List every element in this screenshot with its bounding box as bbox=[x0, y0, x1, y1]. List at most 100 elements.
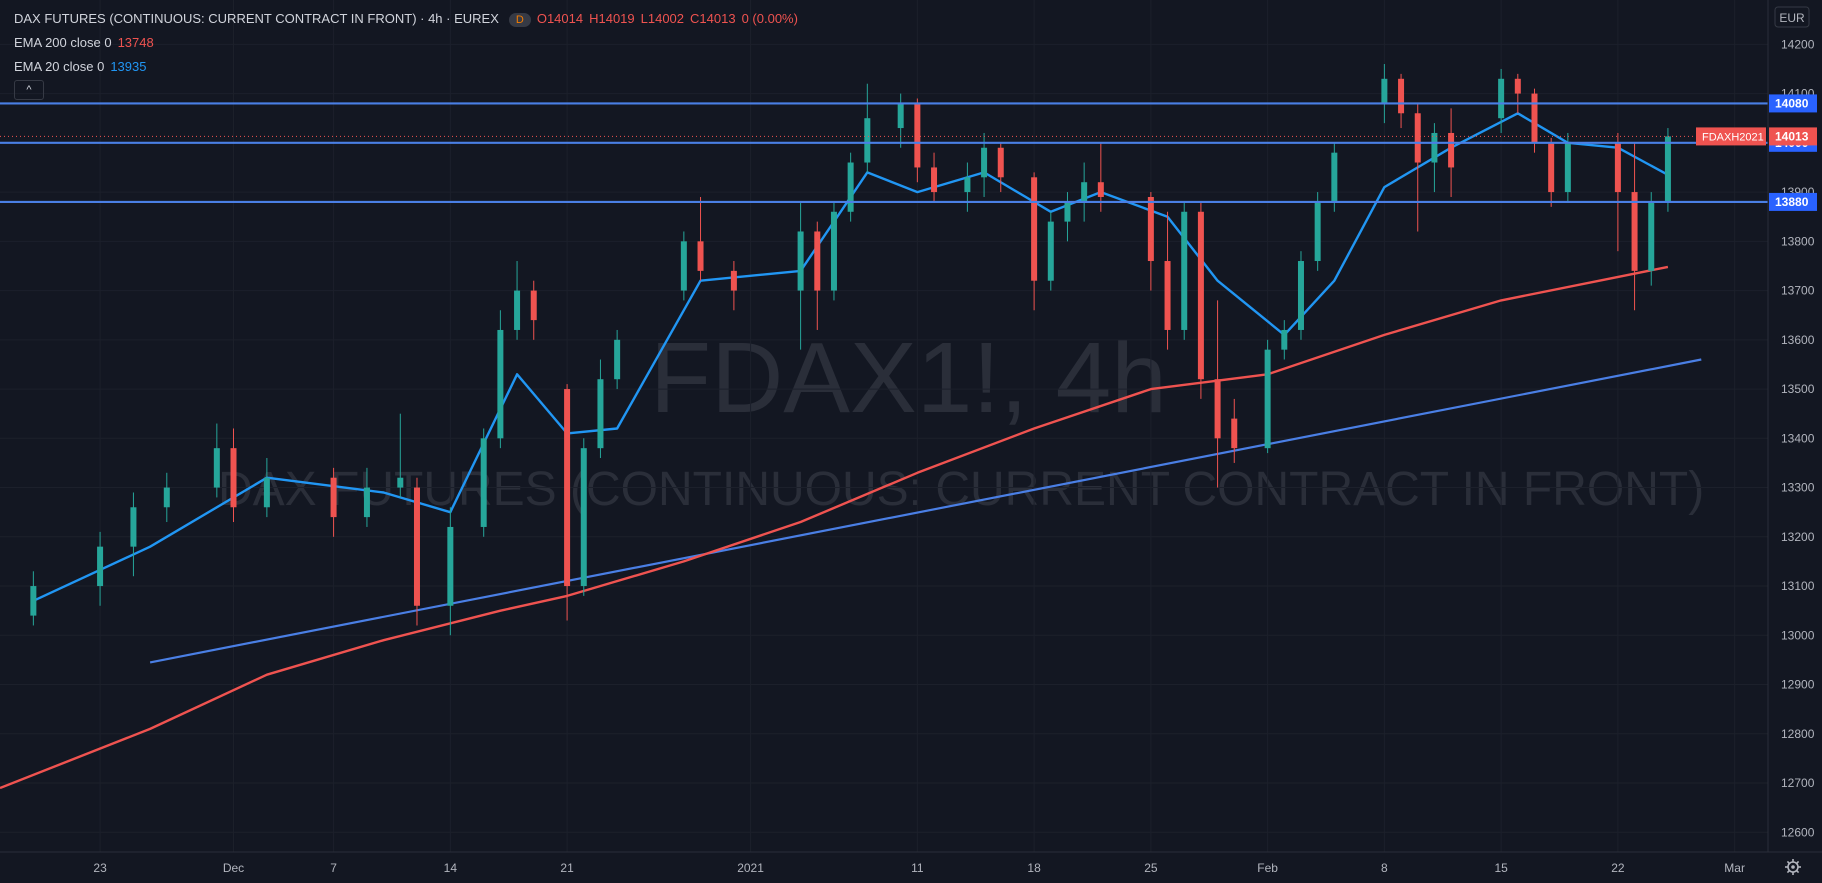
candle-body bbox=[1548, 142, 1555, 193]
price-tick-label: 13500 bbox=[1781, 382, 1815, 396]
price-tick-label: 13800 bbox=[1781, 234, 1815, 248]
candle-body bbox=[363, 487, 370, 518]
time-tick-label: Dec bbox=[223, 861, 244, 875]
ema20-value: 13935 bbox=[110, 59, 147, 74]
level-price-text: 13880 bbox=[1775, 195, 1809, 209]
time-tick-label: 23 bbox=[93, 861, 107, 875]
candle-body bbox=[413, 487, 420, 606]
gear-icon[interactable] bbox=[1785, 859, 1801, 875]
candle-body bbox=[1314, 201, 1321, 262]
candle-body bbox=[1414, 113, 1421, 163]
open-value: O14014 bbox=[536, 11, 584, 26]
level-price-tag bbox=[1769, 94, 1817, 113]
price-tick-label: 12600 bbox=[1781, 825, 1815, 839]
delayed-badge[interactable]: D bbox=[508, 13, 531, 27]
horizontal-levels-layer[interactable] bbox=[0, 102, 1768, 204]
candle-body bbox=[1047, 221, 1054, 281]
ema200-legend[interactable]: EMA 200 close 0 13748 bbox=[14, 35, 160, 50]
axis-price-labels: 140801400013880FDAXH202114013 bbox=[1696, 94, 1817, 211]
candle-body bbox=[697, 241, 704, 271]
last-price-text: 14013 bbox=[1775, 129, 1809, 143]
close-value: C14013 bbox=[690, 11, 736, 26]
symbol-name-tag bbox=[1696, 127, 1766, 146]
price-tick-label: 13100 bbox=[1781, 579, 1815, 593]
candle-body bbox=[997, 147, 1004, 178]
candle-body bbox=[1097, 182, 1104, 197]
low-value: L14002 bbox=[640, 11, 685, 26]
candle-body bbox=[614, 339, 621, 380]
candle-body bbox=[1147, 196, 1154, 262]
trendline-layer[interactable] bbox=[149, 358, 1702, 664]
candle-body bbox=[1381, 78, 1388, 104]
currency-label: EUR bbox=[1779, 11, 1805, 25]
candle-body bbox=[1631, 192, 1638, 271]
time-tick-label: 8 bbox=[1381, 861, 1388, 875]
candle-body bbox=[263, 477, 270, 508]
candle-body bbox=[213, 448, 220, 488]
candle-body bbox=[497, 329, 504, 439]
price-tick-label: 13600 bbox=[1781, 333, 1815, 347]
candle-body bbox=[914, 103, 921, 168]
ema20-label: EMA 20 close 0 bbox=[14, 59, 105, 74]
candle-body bbox=[1564, 142, 1571, 193]
candle-body bbox=[1648, 201, 1655, 271]
candle-body bbox=[847, 162, 854, 212]
candle-body bbox=[397, 477, 404, 488]
candle-body bbox=[730, 270, 737, 291]
level-price-tag bbox=[1769, 192, 1817, 211]
price-tick-label: 12800 bbox=[1781, 727, 1815, 741]
grid bbox=[0, 0, 1768, 852]
level-price-text: 14080 bbox=[1775, 96, 1809, 110]
candle-body bbox=[530, 290, 537, 321]
time-tick-label: Mar bbox=[1724, 861, 1745, 875]
price-tick-label: 13300 bbox=[1781, 481, 1815, 495]
candle-body bbox=[597, 379, 604, 449]
last-price-tag bbox=[1769, 127, 1817, 146]
candle-body bbox=[163, 487, 170, 508]
candle-body bbox=[1498, 78, 1505, 119]
candle-body bbox=[1281, 329, 1288, 350]
watermark-description: DAX FUTURES (CONTINUOUS: CURRENT CONTRAC… bbox=[218, 463, 1704, 516]
time-tick-label: Feb bbox=[1257, 861, 1278, 875]
candle-body bbox=[1164, 261, 1171, 330]
candle-body bbox=[130, 507, 137, 547]
candle-body bbox=[480, 438, 487, 527]
price-axis[interactable]: 12600 12700 12800 12900 13000 13100 13200 13300… bbox=[1781, 37, 1815, 839]
time-tick-label: 25 bbox=[1144, 861, 1158, 875]
time-tick-label: 15 bbox=[1494, 861, 1508, 875]
candle-body bbox=[1064, 201, 1071, 222]
symbol-watermark: FDAX1!, 4h DAX FUTURES (CONTINUOUS: CURR… bbox=[218, 322, 1704, 516]
ema20-legend[interactable]: EMA 20 close 0 13935 bbox=[14, 59, 152, 74]
high-value: H14019 bbox=[589, 11, 635, 26]
symbol-legend[interactable]: DAX FUTURES (CONTINUOUS: CURRENT CONTRAC… bbox=[14, 11, 804, 27]
symbol-name-text: FDAXH2021 bbox=[1702, 131, 1764, 143]
time-tick-label: 18 bbox=[1027, 861, 1041, 875]
candle-body bbox=[1264, 349, 1271, 449]
candle-body bbox=[447, 526, 454, 606]
ema200-value: 13748 bbox=[117, 35, 154, 50]
candle-body bbox=[897, 103, 904, 129]
candle-body bbox=[814, 231, 821, 291]
time-tick-label: 11 bbox=[911, 861, 924, 875]
symbol-title[interactable]: DAX FUTURES (CONTINUOUS: CURRENT CONTRAC… bbox=[14, 11, 499, 26]
candle-body bbox=[330, 477, 337, 518]
price-tick-label: 14200 bbox=[1781, 37, 1815, 51]
candle-body bbox=[864, 118, 871, 163]
price-tick-label: 13200 bbox=[1781, 530, 1815, 544]
price-tick-label: 13400 bbox=[1781, 431, 1815, 445]
change-value: 0 (0.00%) bbox=[741, 11, 798, 26]
candle-body bbox=[230, 448, 237, 508]
price-tick-label: 13700 bbox=[1781, 284, 1815, 298]
time-axis[interactable]: 23 Dec 7 14 21 2021 11 18 25 Feb 8 15 22 Mar bbox=[93, 861, 1745, 875]
watermark-symbol: FDAX1!, 4h bbox=[650, 322, 1167, 434]
time-tick-label: 7 bbox=[330, 861, 337, 875]
candle-body bbox=[30, 586, 37, 616]
chevron-up-icon: ^ bbox=[26, 84, 32, 96]
currency-button[interactable]: EUR bbox=[1774, 6, 1810, 28]
candle-body bbox=[1514, 78, 1521, 94]
candle-body bbox=[1031, 177, 1038, 281]
price-tick-label: 13000 bbox=[1781, 628, 1815, 642]
candle-body bbox=[1197, 211, 1204, 380]
collapse-legend-button[interactable]: ^ bbox=[14, 80, 44, 100]
